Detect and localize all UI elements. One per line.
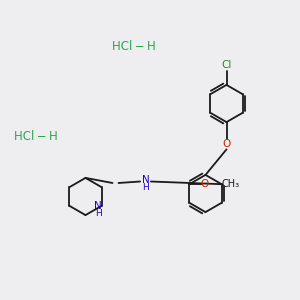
Text: N: N bbox=[94, 201, 102, 212]
Text: Cl: Cl bbox=[221, 60, 232, 70]
Text: O: O bbox=[201, 179, 209, 189]
Text: CH₃: CH₃ bbox=[221, 179, 240, 189]
Text: HCl − H: HCl − H bbox=[112, 40, 156, 53]
Text: HCl − H: HCl − H bbox=[14, 130, 57, 143]
Text: N: N bbox=[142, 175, 149, 185]
Text: H: H bbox=[94, 209, 101, 218]
Text: H: H bbox=[142, 183, 149, 192]
Text: O: O bbox=[222, 139, 231, 149]
